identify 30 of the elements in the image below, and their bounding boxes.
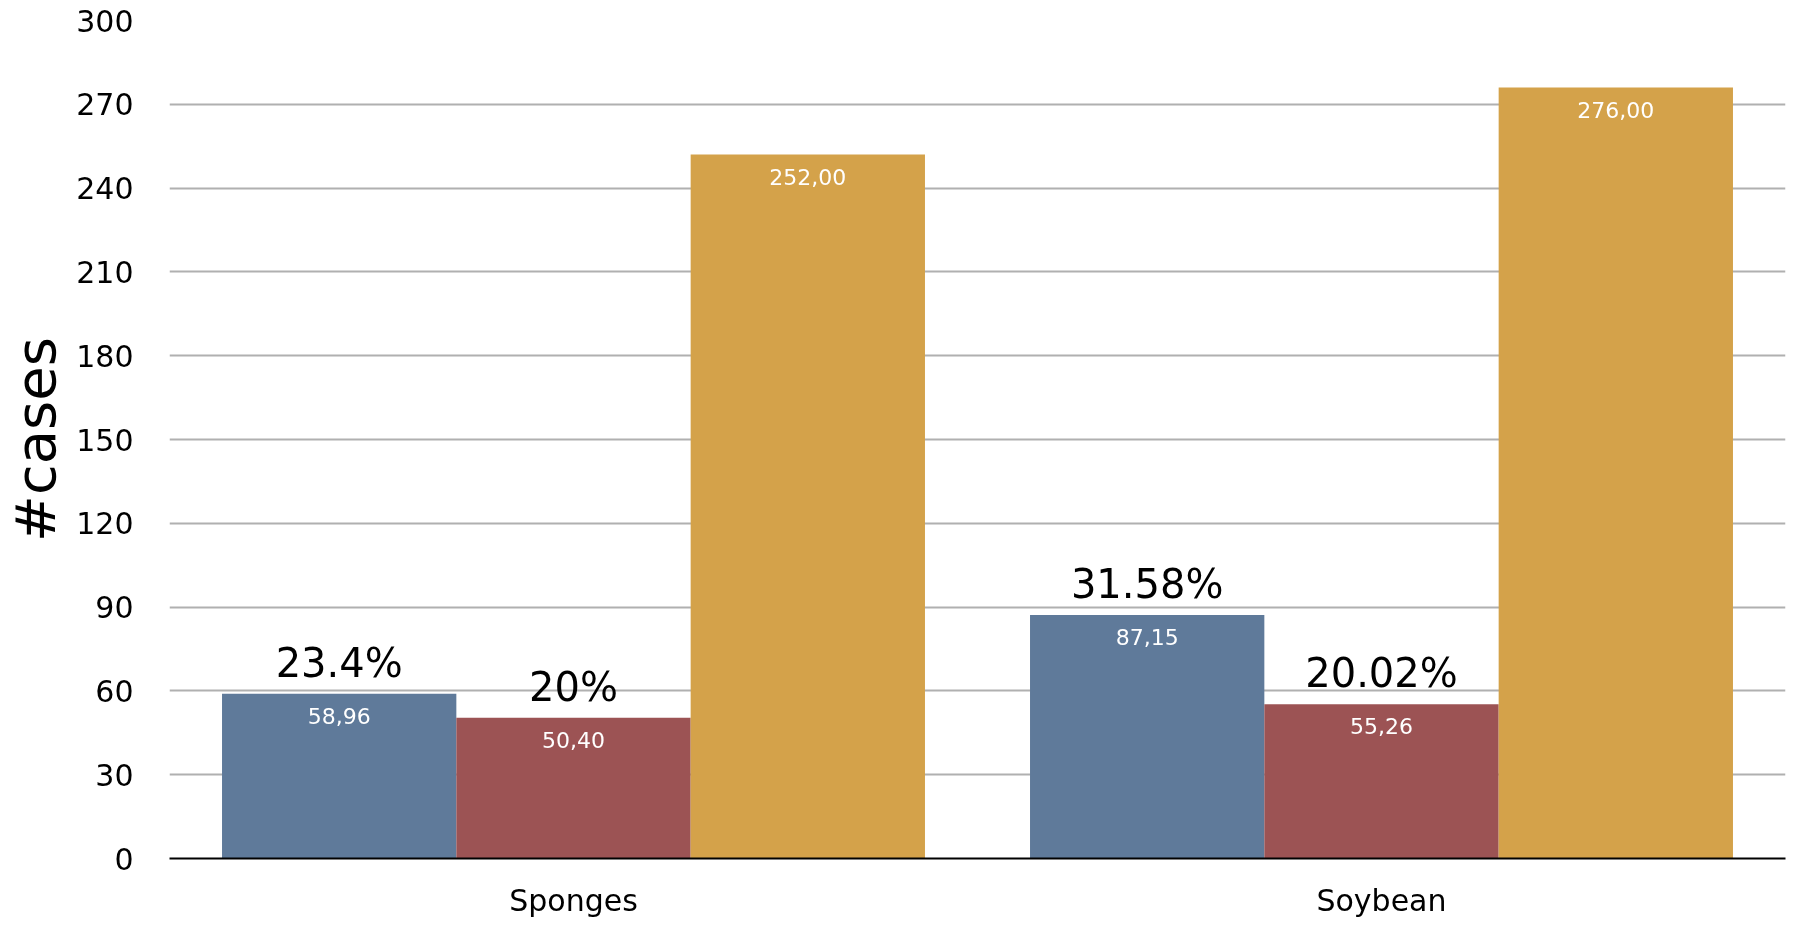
bar xyxy=(456,717,691,859)
data-label: 252,00 xyxy=(769,164,847,190)
annotation: 20.02% xyxy=(1305,650,1458,697)
y-tick-label: 150 xyxy=(76,422,134,458)
data-label: 58,96 xyxy=(307,703,371,729)
y-tick-label: 180 xyxy=(76,338,134,374)
y-tick-label: 60 xyxy=(95,673,134,709)
bar xyxy=(1498,87,1733,859)
x-tick-label: Soybean xyxy=(1316,882,1447,918)
y-axis-title: #cases xyxy=(3,337,69,542)
y-tick-label: 270 xyxy=(76,87,134,123)
bar xyxy=(1264,704,1499,859)
y-tick-label: 90 xyxy=(95,590,134,626)
x-tick-label: Sponges xyxy=(509,882,638,918)
y-tick-label: 30 xyxy=(95,757,134,793)
y-tick-label: 120 xyxy=(76,506,134,542)
y-tick-label: 240 xyxy=(76,171,134,207)
y-tick-label: 300 xyxy=(76,3,134,39)
data-label: 55,26 xyxy=(1350,714,1413,740)
annotation: 20% xyxy=(529,663,618,710)
annotation: 31.58% xyxy=(1070,561,1224,608)
bar xyxy=(1030,615,1265,859)
data-label: 87,15 xyxy=(1115,625,1179,651)
y-tick-label: 210 xyxy=(76,254,134,290)
bar xyxy=(690,154,925,859)
annotation: 23.4% xyxy=(275,639,403,686)
y-tick-label: 0 xyxy=(114,841,134,877)
data-label: 276,00 xyxy=(1577,97,1655,123)
data-label: 50,40 xyxy=(542,727,605,753)
bar xyxy=(222,693,457,859)
